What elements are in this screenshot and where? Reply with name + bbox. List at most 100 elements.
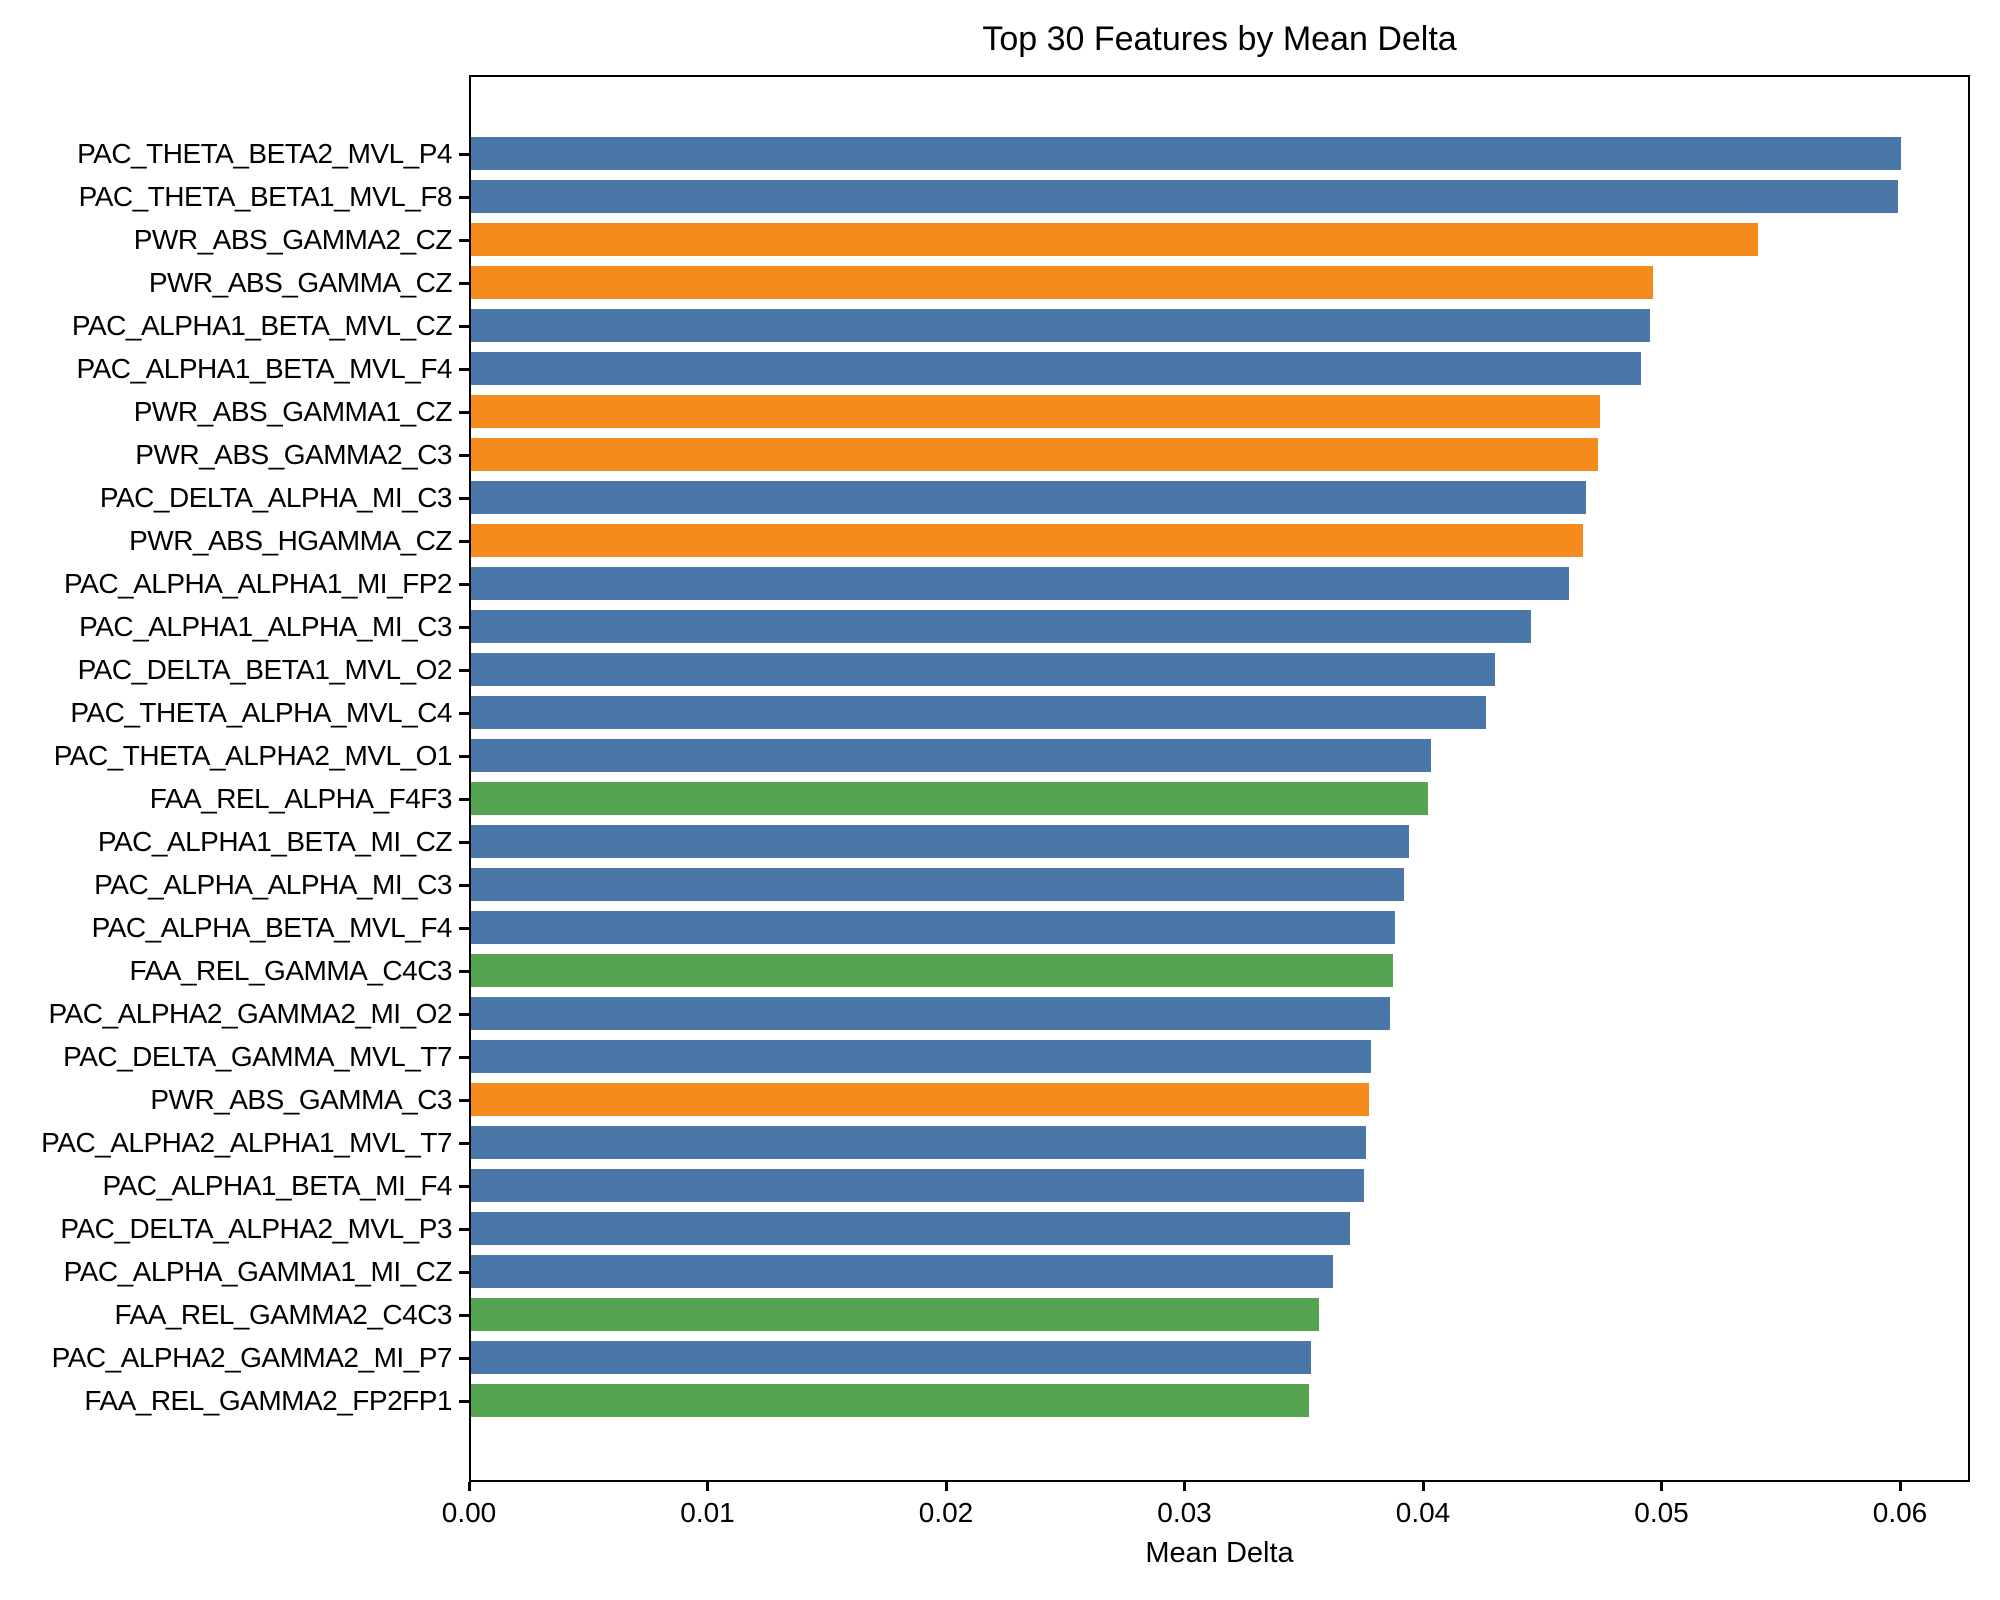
x-tick-label: 0.00 [441, 1497, 497, 1528]
x-axis-label: Mean Delta [1145, 1537, 1294, 1569]
y-tick-label: PAC_THETA_ALPHA_MVL_C4 [70, 696, 452, 728]
bar-pac_alpha2_alpha1_mvl_t7 [469, 1126, 1367, 1159]
y-tick-mark [459, 1055, 469, 1059]
y-tick-mark [459, 496, 469, 500]
chart-title: Top 30 Features by Mean Delta [982, 20, 1457, 58]
y-tick-label: PAC_DELTA_ALPHA_MI_C3 [99, 481, 453, 513]
bar-pwr_abs_hgamma_cz [469, 524, 1584, 557]
bar-pac_alpha1_beta_mi_cz [469, 825, 1410, 858]
x-tick-mark [1898, 1482, 1902, 1491]
y-tick-mark [459, 324, 469, 328]
x-tick-label: 0.05 [1634, 1497, 1689, 1528]
y-tick-label: PAC_ALPHA1_BETA_MI_CZ [97, 825, 453, 857]
y-tick-mark [459, 539, 469, 543]
bar-pac_alpha_beta_mvl_f4 [469, 911, 1395, 944]
bar-pac_alpha1_beta_mvl_f4 [469, 352, 1641, 385]
y-tick-label: PAC_ALPHA_GAMMA1_MI_CZ [63, 1255, 453, 1287]
bar-pwr_abs_gamma_cz [469, 266, 1653, 299]
y-tick-mark [459, 1356, 469, 1360]
x-tick-mark [467, 1482, 471, 1491]
x-tick-label: 0.04 [1395, 1497, 1451, 1528]
bar-faa_rel_gamma2_c4c3 [469, 1298, 1319, 1331]
y-tick-label: PAC_ALPHA_ALPHA1_MI_FP2 [64, 567, 452, 599]
bar-pac_alpha2_gamma2_mi_p7 [469, 1341, 1312, 1374]
y-tick-label: PAC_DELTA_ALPHA2_MVL_P3 [60, 1212, 452, 1244]
y-tick-mark [459, 625, 469, 629]
y-tick-mark [459, 754, 469, 758]
y-tick-label: PAC_ALPHA1_BETA_MI_F4 [102, 1169, 452, 1201]
y-tick-mark [459, 582, 469, 586]
y-tick-mark [459, 1012, 469, 1016]
bar-pac_delta_beta1_mvl_o2 [469, 653, 1496, 686]
y-tick-mark [459, 711, 469, 715]
y-tick-label: PWR_ABS_GAMMA_CZ [148, 266, 453, 298]
y-tick-label: FAA_REL_GAMMA_C4C3 [129, 954, 453, 986]
y-tick-label: PAC_THETA_BETA2_MVL_P4 [77, 137, 452, 169]
y-tick-mark [459, 238, 469, 242]
y-tick-mark [459, 668, 469, 672]
y-tick-mark [459, 1313, 469, 1317]
bar-pac_theta_beta2_mvl_p4 [469, 137, 1901, 170]
x-tick-mark [706, 1482, 709, 1491]
bar-faa_rel_gamma2_fp2fp1 [469, 1384, 1309, 1417]
y-tick-mark [459, 1227, 469, 1231]
y-tick-label: PAC_ALPHA2_ALPHA1_MVL_T7 [41, 1126, 452, 1158]
bar-faa_rel_alpha_f4f3 [469, 782, 1429, 815]
y-tick-mark [459, 281, 469, 285]
y-tick-label: PWR_ABS_GAMMA2_C3 [135, 438, 452, 470]
y-tick-mark [459, 1184, 469, 1188]
x-tick-mark [1183, 1482, 1186, 1491]
y-tick-mark [459, 410, 469, 414]
y-tick-label: PAC_ALPHA_BETA_MVL_F4 [91, 911, 453, 943]
bar-pwr_abs_gamma_c3 [469, 1083, 1369, 1116]
y-tick-label: PAC_DELTA_BETA1_MVL_O2 [77, 653, 453, 685]
y-tick-mark [459, 195, 469, 199]
bar-pac_theta_beta1_mvl_f8 [469, 180, 1899, 213]
y-tick-mark [459, 453, 469, 457]
y-tick-label: PWR_ABS_GAMMA_C3 [150, 1083, 452, 1115]
y-tick-mark [459, 152, 469, 156]
y-tick-mark [459, 969, 469, 973]
bar-pac_alpha1_alpha_mi_c3 [469, 610, 1531, 643]
x-tick-label: 0.06 [1872, 1497, 1928, 1528]
y-tick-label: FAA_REL_GAMMA2_C4C3 [114, 1298, 452, 1330]
y-tick-mark [459, 797, 469, 801]
y-tick-mark [459, 883, 469, 887]
bar-pac_alpha_alpha_mi_c3 [469, 868, 1405, 901]
y-tick-label: PWR_ABS_GAMMA2_CZ [133, 223, 453, 255]
y-tick-label: PAC_ALPHA1_ALPHA_MI_C3 [79, 610, 452, 642]
bar-pac_theta_alpha_mvl_c4 [469, 696, 1486, 729]
bar-pac_delta_alpha2_mvl_p3 [469, 1212, 1350, 1245]
y-tick-label: PWR_ABS_GAMMA1_CZ [133, 395, 453, 427]
y-tick-mark [459, 367, 469, 371]
bar-faa_rel_gamma_c4c3 [469, 954, 1393, 987]
x-tick-label: 0.02 [918, 1497, 974, 1528]
bar-pac_alpha2_gamma2_mi_o2 [469, 997, 1391, 1030]
bar-pwr_abs_gamma1_cz [469, 395, 1601, 428]
x-tick-mark [1421, 1482, 1425, 1491]
y-tick-label: PAC_ALPHA1_BETA_MVL_CZ [71, 309, 453, 341]
y-tick-label: FAA_REL_GAMMA2_FP2FP1 [84, 1384, 452, 1416]
bar-pac_theta_alpha2_mvl_o1 [469, 739, 1431, 772]
y-tick-mark [459, 1270, 469, 1274]
y-tick-mark [459, 1399, 469, 1403]
y-tick-label: PAC_DELTA_GAMMA_MVL_T7 [63, 1040, 452, 1072]
y-tick-label: PAC_THETA_ALPHA2_MVL_O1 [53, 739, 453, 771]
bar-pwr_abs_gamma2_cz [469, 223, 1758, 256]
y-tick-label: PAC_ALPHA1_BETA_MVL_F4 [76, 352, 453, 384]
x-tick-mark [1660, 1482, 1663, 1491]
y-tick-mark [459, 1141, 469, 1145]
x-tick-label: 0.03 [1157, 1497, 1212, 1528]
x-tick-label: 0.01 [680, 1497, 735, 1528]
bar-pac_delta_alpha_mi_c3 [469, 481, 1586, 514]
x-tick-mark [944, 1482, 948, 1491]
y-tick-label: PWR_ABS_HGAMMA_CZ [129, 524, 452, 556]
bar-pac_delta_gamma_mvl_t7 [469, 1040, 1371, 1073]
y-tick-label: PAC_ALPHA_ALPHA_MI_C3 [94, 868, 452, 900]
y-tick-mark [459, 840, 469, 844]
y-tick-label: PAC_ALPHA2_GAMMA2_MI_O2 [48, 997, 453, 1029]
bar-pac_alpha1_beta_mvl_cz [469, 309, 1651, 342]
bar-pac_alpha1_beta_mi_f4 [469, 1169, 1364, 1202]
y-tick-label: FAA_REL_ALPHA_F4F3 [149, 782, 453, 814]
